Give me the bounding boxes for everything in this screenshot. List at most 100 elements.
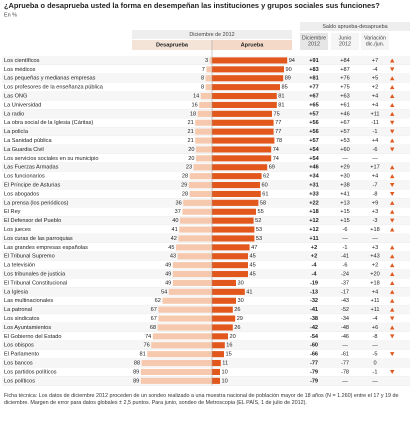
table-cell: +54: [309, 147, 319, 153]
trend-arrow: [390, 272, 395, 277]
bar: [212, 101, 277, 108]
row-bg: [2, 64, 410, 74]
row-bg: [2, 56, 410, 65]
trend-arrow: [390, 111, 395, 116]
table-cell: -17: [341, 289, 349, 295]
bar: [196, 146, 212, 153]
bar: [212, 93, 277, 100]
table-cell: +53: [340, 138, 350, 144]
table-cell: +11: [370, 307, 379, 313]
bar: [212, 146, 272, 153]
value-label: 40: [172, 218, 178, 224]
column-header: Diciembre 2012: [302, 36, 326, 48]
table-cell: -6: [373, 147, 378, 153]
value-label: 10: [222, 378, 228, 384]
table-header-bg: [300, 22, 410, 31]
table-cell: —: [372, 156, 378, 162]
value-label: 45: [250, 254, 256, 260]
value-label: 49: [165, 263, 171, 269]
table-cell: 0: [373, 361, 376, 367]
column-header-bg: [361, 33, 389, 50]
bar: [212, 279, 236, 286]
table-cell: -19: [310, 280, 318, 286]
trend-arrow: [390, 165, 395, 170]
value-label: 53: [256, 227, 262, 233]
trend-arrow: [390, 200, 395, 205]
table-cell: +4: [372, 289, 378, 295]
table-cell: +91: [309, 58, 319, 64]
chart-title: ¿Aprueba o desaprueba usted la forma en …: [4, 1, 380, 10]
row-label: La televisión: [4, 263, 35, 269]
value-label: 18: [190, 111, 196, 117]
table-cell: +29: [340, 165, 350, 171]
bar: [212, 351, 224, 358]
bar: [209, 57, 212, 64]
trend-arrow: [390, 191, 395, 196]
table-cell: -5: [373, 352, 378, 358]
bar: [212, 182, 260, 189]
trend-arrow: [390, 280, 395, 285]
value-label: 16: [226, 343, 232, 349]
trend-arrow: [390, 183, 395, 188]
bar: [212, 271, 248, 278]
table-cell: +12: [309, 218, 319, 224]
row-label: El Tribunal Supremo: [4, 254, 55, 260]
bar: [140, 377, 212, 384]
value-label: 75: [274, 111, 280, 117]
bar: [212, 324, 233, 331]
bar: [196, 155, 212, 162]
value-label: 28: [182, 191, 188, 197]
table-cell: -79: [310, 369, 318, 375]
value-label: 62: [155, 298, 161, 304]
row-label: La radio: [4, 111, 24, 117]
bar: [212, 226, 255, 233]
trend-arrow: [390, 298, 395, 303]
trend-arrow: [390, 85, 395, 90]
value-label: 89: [133, 378, 139, 384]
table-cell: +46: [340, 111, 350, 117]
value-label: 47: [251, 245, 257, 251]
table-cell: -1: [373, 129, 378, 135]
table-cell: +75: [340, 85, 350, 91]
value-label: 52: [255, 218, 261, 224]
table-cell: +11: [370, 298, 379, 304]
trend-arrow: [390, 316, 395, 321]
table-cell: -6: [343, 263, 348, 269]
trend-arrow: [390, 325, 395, 330]
value-label: 49: [165, 272, 171, 278]
value-label: 43: [170, 254, 176, 260]
bar: [180, 217, 212, 224]
table-cell: +84: [340, 58, 350, 64]
table-cell: +56: [309, 129, 319, 135]
row-label: Los abogados: [4, 191, 39, 197]
value-label: 94: [289, 58, 295, 64]
row-label: Los políticos: [4, 378, 35, 384]
bar: [212, 137, 275, 144]
table-cell: -48: [341, 325, 349, 331]
value-label: 11: [222, 361, 228, 367]
table-cell: +31: [309, 183, 319, 189]
period-header: Diciembre de 2012: [189, 32, 234, 38]
bar: [195, 119, 212, 126]
trend-arrow: [390, 218, 395, 223]
bar: [162, 297, 212, 304]
value-label: 26: [234, 307, 240, 313]
value-label: 15: [226, 352, 232, 358]
bar: [212, 297, 236, 304]
bar: [183, 199, 212, 206]
table-cell: +9: [372, 200, 378, 206]
value-label: 14: [193, 94, 199, 100]
value-label: 69: [269, 165, 275, 171]
trend-arrow: [390, 227, 395, 232]
value-label: 8: [201, 76, 204, 82]
bar: [195, 128, 212, 135]
row-label: La Sanidad pública: [4, 138, 52, 144]
row-label: El Tribunal Constitucional: [4, 280, 67, 286]
bar: [212, 235, 255, 242]
table-cell: -3: [373, 218, 378, 224]
row-label: Los bancos: [4, 361, 33, 367]
row-label: Los tribunales de justicia: [4, 272, 66, 278]
bar: [212, 360, 221, 367]
table-cell: -4: [373, 316, 378, 322]
